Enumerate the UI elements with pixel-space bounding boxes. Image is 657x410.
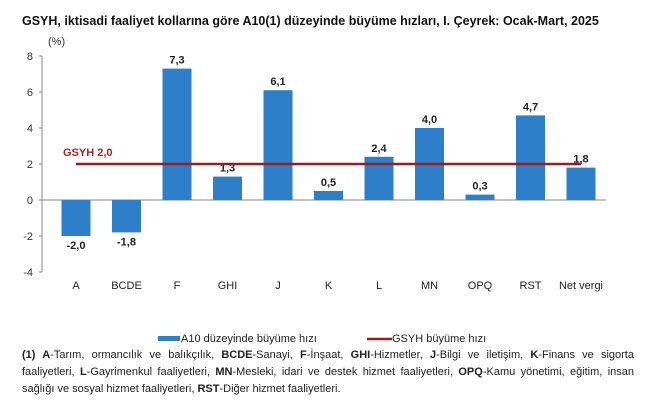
y-tick-label: 8 (27, 51, 33, 63)
footnote-prefix: (1) (22, 349, 43, 361)
x-tick-label: L (376, 280, 382, 292)
data-label: -1,8 (117, 236, 136, 248)
footnote-code: GHI (350, 349, 371, 361)
footnote-code: L (79, 366, 87, 378)
data-label: 1,3 (220, 163, 235, 175)
data-label: 0,5 (321, 177, 336, 189)
x-tick-label: GHI (218, 280, 238, 292)
bar-net-vergi (566, 167, 596, 200)
footnote-code: J (429, 349, 437, 361)
footnote-text: -Diğer hizmet faaliyetleri. (219, 383, 341, 395)
legend-bar-swatch (158, 336, 180, 341)
bar-ghi (213, 176, 242, 200)
data-label: -2,0 (67, 240, 86, 252)
x-tick-label: F (174, 280, 181, 292)
y-tick-label: 4 (27, 123, 33, 135)
y-tick-label: 6 (27, 87, 33, 99)
footnote-text: -Tarım, ormancılık ve balıkçılık, (50, 349, 222, 361)
footnote-code: A (42, 349, 51, 361)
y-tick-label: -2 (23, 231, 33, 243)
y-tick-label: -4 (23, 267, 33, 279)
footnote-text: -Finans ve sigorta faaliyetleri, (22, 349, 634, 378)
y-tick-label: 2 (27, 159, 33, 171)
footnote-code: K (530, 349, 539, 361)
footnote-text: -Bilgi ve iletişim, (436, 349, 531, 361)
footnote-text: -Sanayi, (252, 349, 301, 361)
bar-bcde (112, 200, 141, 233)
footnote-text: -Gayrimenkul faaliyetleri, (86, 366, 216, 378)
data-label: 0,3 (472, 181, 487, 193)
x-tick-label: K (325, 280, 333, 292)
footnote-code: F (300, 349, 307, 361)
legend-bar-label: A10 düzeyinde büyüme hızı (181, 333, 317, 345)
x-tick-label: Net vergi (559, 280, 603, 292)
footnote-code: OPQ (458, 366, 483, 378)
data-label: 7,3 (169, 55, 184, 67)
chart-title: GSYH, iktisadi faaliyet kollarına göre A… (22, 14, 599, 28)
legend-line-label: GSYH büyüme hızı (392, 333, 486, 345)
bar-rst (516, 115, 545, 200)
y-tick-label: 0 (27, 195, 33, 207)
gsyh-line-label: GSYH 2,0 (63, 147, 113, 159)
data-label: 1,8 (573, 154, 588, 166)
bar-a (61, 200, 91, 236)
data-label: 6,1 (270, 76, 285, 88)
data-label: 4,7 (523, 101, 538, 113)
x-tick-label: BCDE (111, 280, 142, 292)
data-label: 4,0 (422, 114, 437, 126)
footnote-text: -Mesleki, idari ve destek hizmet faaliye… (232, 366, 459, 378)
bar-j (263, 90, 293, 200)
y-axis-label: (%) (48, 36, 65, 48)
x-tick-label: MN (421, 280, 438, 292)
footnote-code: RST (197, 383, 220, 395)
x-tick-label: A (72, 280, 80, 292)
footnote-text: -Kamu yönetimi, eğitim, insan sağlığı ve… (22, 366, 634, 395)
bar-opq (465, 194, 495, 200)
footnote-code: MN (215, 366, 233, 378)
x-tick-label: OPQ (468, 280, 493, 292)
bar-chart: (%) -4 -2 0 2 4 6 8 -2,0 A -1,8 BCDE 7,3 F 1,3 GHI 6,1 J 0… (23, 36, 606, 345)
footnote-text: -Hizmetler, (370, 349, 430, 361)
x-tick-label: J (275, 280, 281, 292)
x-tick-label: RST (520, 280, 542, 292)
data-label: 2,4 (371, 143, 387, 155)
footnote-text: -İnşaat, (306, 349, 351, 361)
footnote-code: BCDE (221, 349, 253, 361)
bar-k (314, 191, 343, 200)
bar-f (162, 68, 192, 200)
footnote: (1) A-Tarım, ormancılık ve balıkçılık, B… (22, 347, 634, 398)
